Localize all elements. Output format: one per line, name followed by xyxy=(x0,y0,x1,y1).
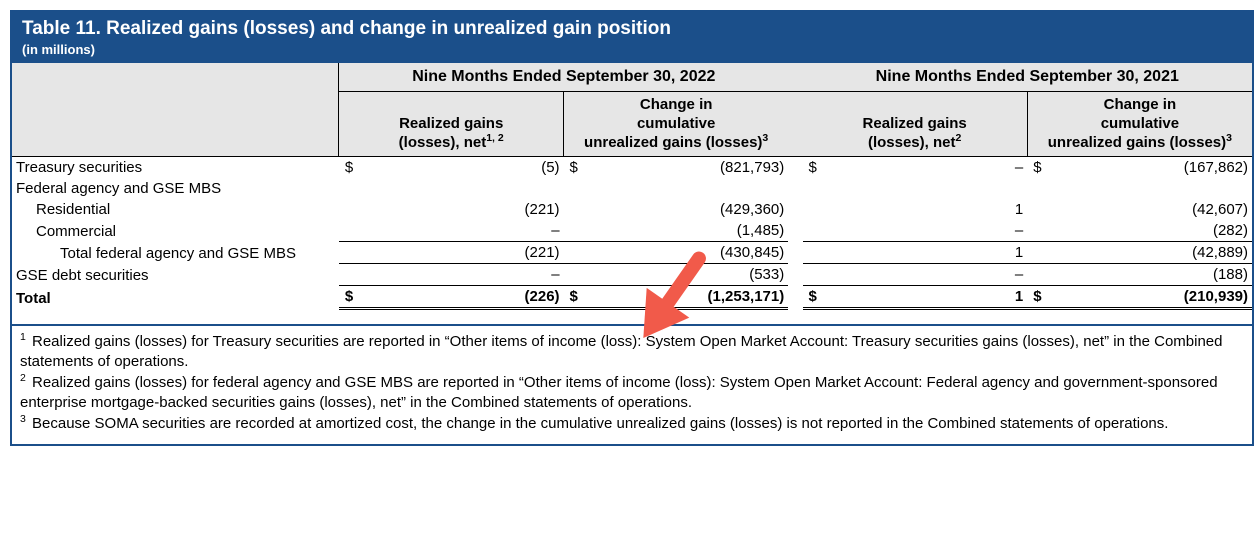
cell-value: (533) xyxy=(584,264,788,286)
currency-symbol xyxy=(1027,199,1047,220)
row-label: Total xyxy=(12,286,339,309)
cell-value: – xyxy=(359,264,563,286)
currency-symbol xyxy=(803,199,823,220)
currency-symbol: $ xyxy=(803,286,823,309)
col-realized-2022: Realized gains(losses), net1, 2 xyxy=(339,92,564,157)
cell-value xyxy=(1048,178,1252,199)
currency-symbol xyxy=(1027,220,1047,242)
currency-symbol xyxy=(564,220,584,242)
currency-symbol xyxy=(564,199,584,220)
period-header-2021: Nine Months Ended September 30, 2021 xyxy=(803,63,1252,92)
period-header-2022: Nine Months Ended September 30, 2022 xyxy=(339,63,788,92)
currency-symbol xyxy=(339,264,359,286)
currency-symbol xyxy=(339,178,359,199)
cell-value: (429,360) xyxy=(584,199,788,220)
currency-symbol: $ xyxy=(564,157,584,179)
footnotes: 1 Realized gains (losses) for Treasury s… xyxy=(12,324,1252,444)
col-realized-2021: Realized gains(losses), net2 xyxy=(803,92,1028,157)
cell-value: (221) xyxy=(359,199,563,220)
cell-value xyxy=(584,178,788,199)
currency-symbol xyxy=(1027,178,1047,199)
cell-value: (167,862) xyxy=(1048,157,1252,179)
cell-value: 1 xyxy=(823,199,1027,220)
cell-value: (188) xyxy=(1048,264,1252,286)
cell-value: (42,607) xyxy=(1048,199,1252,220)
currency-symbol xyxy=(564,178,584,199)
cell-value xyxy=(359,178,563,199)
period-gap xyxy=(788,63,802,92)
currency-symbol xyxy=(339,199,359,220)
currency-symbol: $ xyxy=(1027,286,1047,309)
currency-symbol xyxy=(803,264,823,286)
table-row: GSE debt securities–(533)–(188) xyxy=(12,264,1252,286)
currency-symbol xyxy=(339,242,359,264)
currency-symbol: $ xyxy=(339,286,359,309)
cell-value: (1,485) xyxy=(584,220,788,242)
data-table: Nine Months Ended September 30, 2022 Nin… xyxy=(12,63,1252,324)
currency-symbol xyxy=(1027,242,1047,264)
col-change-2022: Change incumulativeunrealized gains (los… xyxy=(564,92,789,157)
table-row: Total$(226)$(1,253,171)$1$(210,939) xyxy=(12,286,1252,309)
cell-value: – xyxy=(823,220,1027,242)
row-label: Residential xyxy=(12,199,339,220)
cell-value xyxy=(823,178,1027,199)
cell-value: (42,889) xyxy=(1048,242,1252,264)
row-label: Federal agency and GSE MBS xyxy=(12,178,339,199)
currency-symbol: $ xyxy=(803,157,823,179)
financial-table: Table 11. Realized gains (losses) and ch… xyxy=(10,10,1254,446)
currency-symbol xyxy=(564,242,584,264)
row-label: Total federal agency and GSE MBS xyxy=(12,242,339,264)
cell-value: (282) xyxy=(1048,220,1252,242)
currency-symbol: $ xyxy=(339,157,359,179)
table-title: Table 11. Realized gains (losses) and ch… xyxy=(22,18,1242,40)
footnote: 3 Because SOMA securities are recorded a… xyxy=(20,414,1244,434)
cell-value: – xyxy=(823,264,1027,286)
cell-value: (226) xyxy=(359,286,563,309)
currency-symbol xyxy=(803,242,823,264)
footnote: 2 Realized gains (losses) for federal ag… xyxy=(20,373,1244,412)
currency-symbol xyxy=(339,220,359,242)
col-gap xyxy=(788,92,802,157)
row-label: Commercial xyxy=(12,220,339,242)
currency-symbol xyxy=(1027,264,1047,286)
row-label-header xyxy=(12,63,339,157)
currency-symbol xyxy=(803,220,823,242)
table-row: Treasury securities$(5)$(821,793)$–$(167… xyxy=(12,157,1252,179)
cell-value: 1 xyxy=(823,286,1027,309)
cell-value: (821,793) xyxy=(584,157,788,179)
cell-value: – xyxy=(359,220,563,242)
currency-symbol xyxy=(564,264,584,286)
col-change-2021: Change incumulativeunrealized gains (los… xyxy=(1027,92,1252,157)
table-row: Commercial–(1,485)–(282) xyxy=(12,220,1252,242)
cell-value: 1 xyxy=(823,242,1027,264)
table-row: Total federal agency and GSE MBS (221) (43… xyxy=(12,242,1252,264)
cell-value: – xyxy=(823,157,1027,179)
cell-value: (221) xyxy=(359,242,563,264)
table-title-bar: Table 11. Realized gains (losses) and ch… xyxy=(12,12,1252,63)
table-row: Residential (221) (429,360) 1 (42,607) xyxy=(12,199,1252,220)
table-body: Treasury securities$(5)$(821,793)$–$(167… xyxy=(12,157,1252,325)
footnote: 1 Realized gains (losses) for Treasury s… xyxy=(20,332,1244,371)
currency-symbol xyxy=(803,178,823,199)
table-subtitle: (in millions) xyxy=(22,42,1242,57)
row-label: Treasury securities xyxy=(12,157,339,179)
cell-value: (1,253,171) xyxy=(584,286,788,309)
row-label: GSE debt securities xyxy=(12,264,339,286)
cell-value: (430,845) xyxy=(584,242,788,264)
currency-symbol: $ xyxy=(564,286,584,309)
cell-value: (210,939) xyxy=(1048,286,1252,309)
currency-symbol: $ xyxy=(1027,157,1047,179)
table-row: Federal agency and GSE MBS xyxy=(12,178,1252,199)
cell-value: (5) xyxy=(359,157,563,179)
